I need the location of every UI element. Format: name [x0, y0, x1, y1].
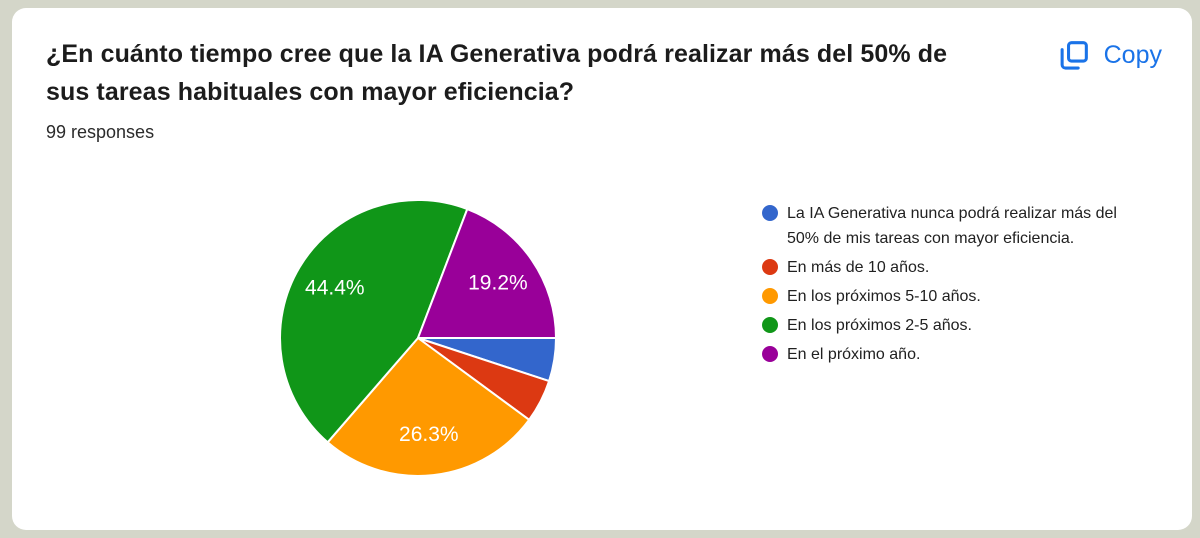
responses-count: 99 responses — [46, 122, 155, 142]
legend-item-4: En el próximo año. — [762, 342, 1134, 367]
legend-dot-icon — [762, 259, 778, 275]
legend-item-3: En los próximos 2-5 años. — [762, 313, 1134, 338]
legend-item-0: La IA Generativa nunca podrá realizar má… — [762, 201, 1134, 251]
legend-dot-icon — [762, 205, 778, 221]
pie-slice-label: 26.3% — [399, 423, 459, 446]
legend-dot-icon — [762, 317, 778, 333]
copy-icon — [1060, 41, 1088, 70]
pie-slice-4[interactable] — [417, 208, 557, 339]
legend-label: En los próximos 5-10 años. — [787, 288, 981, 305]
question-summary-card: ¿En cuánto tiempo cree que la IA Generat… — [12, 8, 1192, 530]
pie-chart: 26.3% 44.4% 19.2% — [273, 193, 563, 483]
legend-item-1: En más de 10 años. — [762, 255, 1134, 280]
pie-slice-3[interactable] — [279, 199, 469, 444]
pie-svg: 26.3% 44.4% 19.2% — [279, 199, 557, 477]
legend-label: La IA Generativa nunca podrá realizar má… — [787, 205, 1117, 247]
legend-label: En el próximo año. — [787, 346, 921, 363]
pie-slice-label: 44.4% — [305, 277, 365, 300]
pie-slice-2[interactable] — [326, 337, 531, 477]
copy-button[interactable]: Copy — [1050, 34, 1168, 77]
legend-label: En más de 10 años. — [787, 259, 930, 276]
legend-label: En los próximos 2-5 años. — [787, 317, 972, 334]
question-title: ¿En cuánto tiempo cree que la IA Generat… — [46, 40, 948, 106]
chart-legend: La IA Generativa nunca podrá realizar má… — [762, 201, 1134, 367]
legend-item-2: En los próximos 5-10 años. — [762, 284, 1134, 309]
pie-slice-label: 19.2% — [468, 272, 528, 295]
legend-dot-icon — [762, 346, 778, 362]
legend-dot-icon — [762, 288, 778, 304]
copy-label: Copy — [1103, 41, 1162, 69]
